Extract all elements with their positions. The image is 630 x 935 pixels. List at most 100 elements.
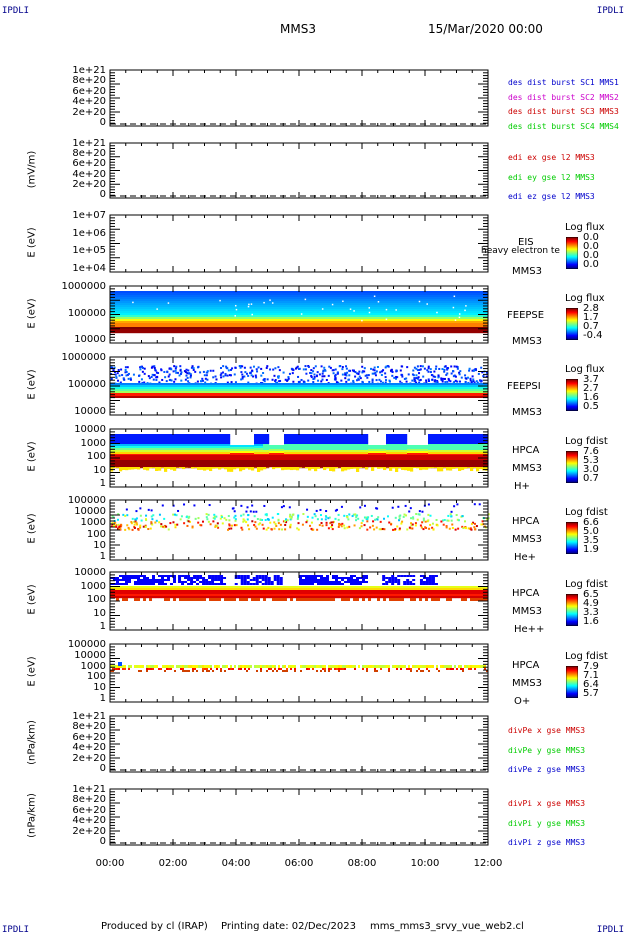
spectrogram (110, 291, 488, 333)
y-tick-label: 8e+20 (26, 794, 106, 805)
y-tick-label: 6e+20 (26, 86, 106, 97)
y-tick-label: 6e+20 (26, 805, 106, 816)
panel-hpca-he- (110, 572, 488, 630)
panel-frame (110, 215, 488, 272)
y-tick-label: 1 (26, 621, 106, 632)
y-tick-label: 1 (26, 693, 106, 704)
spectrogram (110, 575, 488, 601)
species-label: O+ (514, 696, 530, 707)
footer-printing-date: Printing date: 02/Dec/2023 (221, 921, 356, 932)
y-tick-label: 10000 (26, 567, 106, 578)
spectrogram (110, 662, 488, 672)
colorbar-value: 1.6 (583, 616, 599, 627)
panel-eis (110, 215, 488, 272)
y-tick-label: 1000 (26, 581, 106, 592)
colorbar-value: 1.9 (583, 544, 599, 555)
legend-entry: divPi y gse MMS3 (508, 819, 585, 828)
x-tick-label: 12:00 (468, 858, 508, 869)
instrument-label: FEEPSE (507, 310, 544, 321)
instrument-label: HPCA (512, 660, 539, 671)
panel-hpca-he- (110, 500, 488, 560)
colorbar (566, 237, 578, 269)
legend-entry: des dist burst SC4 MMS4 (508, 122, 619, 131)
spacecraft-label: MMS3 (512, 534, 542, 545)
y-tick-label: 10000 (26, 650, 106, 661)
y-tick-label: 1e+05 (26, 245, 106, 256)
colorbar-value: 0.7 (583, 473, 599, 484)
y-tick-label: 4e+20 (26, 96, 106, 107)
y-tick-label: 10 (26, 682, 106, 693)
y-tick-label: 6e+20 (26, 732, 106, 743)
colorbar-value: -0.4 (583, 330, 603, 341)
legend-entry: edi ez gse l2 MMS3 (508, 192, 595, 201)
colorbar (566, 594, 578, 626)
y-tick-label: 1e+07 (26, 210, 106, 221)
x-tick-label: 00:00 (90, 858, 130, 869)
colorbar (566, 379, 578, 411)
panel-edi (110, 143, 488, 198)
spectrogram (110, 365, 488, 398)
y-tick-label: 1 (26, 551, 106, 562)
y-tick-label: 2e+20 (26, 826, 106, 837)
panel-frame (110, 789, 488, 845)
legend-entry: divPi z gse MMS3 (508, 838, 585, 847)
colorbar (566, 522, 578, 554)
species-label: He++ (514, 624, 544, 635)
instrument-label: HPCA (512, 516, 539, 527)
panel-frame (110, 644, 488, 702)
instrument-subtitle: heavy electron te (481, 246, 560, 256)
panel-feepsi (110, 357, 488, 415)
panel-hpca-h- (110, 429, 488, 487)
y-tick-label: 1000000 (26, 352, 106, 363)
legend-entry: edi ey gse l2 MMS3 (508, 173, 595, 182)
colorbar (566, 666, 578, 698)
y-tick-label: 1000 (26, 517, 106, 528)
y-tick-label: 1000 (26, 438, 106, 449)
panel-hpca-o- (110, 644, 488, 702)
colorbar-value: 5.7 (583, 688, 599, 699)
panel-des-dist-burst (110, 70, 488, 126)
y-tick-label: 1e+06 (26, 228, 106, 239)
y-tick-label: 100 (26, 529, 106, 540)
spacecraft-label: MMS3 (512, 266, 542, 277)
spacecraft-label: MMS3 (512, 678, 542, 689)
y-tick-label: 10 (26, 540, 106, 551)
colorbar-value: 0.0 (583, 259, 599, 270)
y-tick-label: 10 (26, 608, 106, 619)
legend-entry: des dist burst SC1 MMS1 (508, 78, 619, 87)
instrument-label: FEEPSI (507, 381, 541, 392)
colorbar (566, 451, 578, 483)
y-tick-label: 0 (26, 117, 106, 128)
instrument-label: HPCA (512, 588, 539, 599)
y-tick-label: 4e+20 (26, 742, 106, 753)
y-tick-label: 1000 (26, 661, 106, 672)
x-tick-label: 08:00 (342, 858, 382, 869)
y-tick-label: 100 (26, 671, 106, 682)
y-tick-label: 1 (26, 478, 106, 489)
y-tick-label: 1000000 (26, 281, 106, 292)
panel-frame (110, 70, 488, 126)
y-tick-label: 0 (26, 189, 106, 200)
y-tick-label: 100000 (26, 308, 106, 319)
y-tick-label: 0 (26, 836, 106, 847)
footer-script-name: mms_mms3_srvy_vue_web2.cl (370, 921, 524, 932)
colorbar-value: 0.5 (583, 401, 599, 412)
panel-feepse (110, 286, 488, 343)
x-tick-label: 02:00 (153, 858, 193, 869)
x-tick-label: 06:00 (279, 858, 319, 869)
y-tick-label: 1e+21 (26, 784, 106, 795)
legend-entry: divPe y gse MMS3 (508, 746, 585, 755)
x-tick-label: 10:00 (405, 858, 445, 869)
legend-entry: des dist burst SC2 MMS2 (508, 93, 619, 102)
y-tick-label: 8e+20 (26, 721, 106, 732)
spacecraft-label: MMS3 (512, 463, 542, 474)
y-tick-label: 2e+20 (26, 753, 106, 764)
spectrogram (110, 434, 488, 472)
panel-divpi (110, 789, 488, 845)
footer-produced-by: Produced by cl (IRAP) (101, 921, 208, 932)
y-tick-label: 4e+20 (26, 815, 106, 826)
y-tick-label: 10000 (26, 334, 106, 345)
legend-entry: divPe x gse MMS3 (508, 726, 585, 735)
instrument-label: HPCA (512, 445, 539, 456)
